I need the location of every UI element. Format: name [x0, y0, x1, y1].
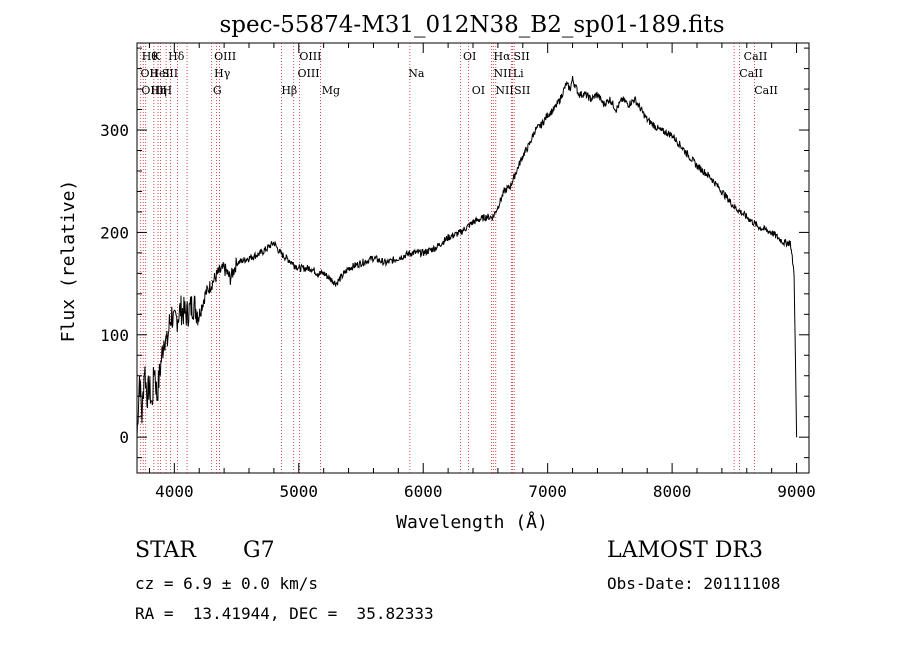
object-class: STAR — [135, 538, 196, 563]
line-label: OI — [463, 50, 476, 63]
y-tick-label: 300 — [100, 121, 129, 140]
x-tick-label: 4000 — [155, 482, 194, 501]
line-label: CaII — [754, 84, 778, 97]
line-label: Na — [408, 67, 425, 80]
y-tick-label: 100 — [100, 326, 129, 345]
line-label: NII — [495, 84, 513, 97]
line-label: Hα — [494, 50, 512, 63]
y-tick-label: 0 — [119, 428, 129, 447]
axis-ticks: 4000 5000 6000 7000 8000 9000 0 100 200 300 — [100, 43, 816, 501]
line-label: CaII — [744, 50, 768, 63]
x-tick-label: 7000 — [528, 482, 567, 501]
y-axis-label: Flux (relative) — [58, 180, 79, 343]
x-tick-label: 6000 — [404, 482, 443, 501]
coordinates: RA = 13.41944, DEC = 35.82333 — [135, 604, 434, 623]
spectrum-series — [136, 75, 798, 438]
x-axis-label: Wavelength (Å) — [396, 511, 548, 533]
redshift-cz: cz = 6.9 ± 0.0 km/s — [135, 574, 319, 593]
line-label: Hδ — [168, 50, 185, 63]
x-tick-label: 9000 — [777, 482, 816, 501]
line-label: SII — [513, 50, 529, 63]
y-tick-label: 200 — [100, 223, 129, 242]
line-label: Hη — [151, 84, 167, 97]
line-label: G — [213, 84, 222, 97]
emission-line-markers — [140, 43, 755, 473]
line-label: OIII — [299, 50, 321, 63]
line-label: Hθ — [142, 50, 159, 63]
line-label: HeI — [149, 67, 169, 80]
line-label: Li — [513, 67, 524, 80]
survey-name: LAMOST DR3 — [607, 538, 763, 563]
observation-date: Obs-Date: 20111108 — [607, 574, 781, 593]
line-label: OIII — [298, 67, 320, 80]
line-label: CaII — [739, 67, 763, 80]
line-label: OII — [140, 67, 158, 80]
line-label: SII — [514, 84, 530, 97]
x-tick-label: 8000 — [653, 482, 692, 501]
line-label: OIII — [141, 84, 163, 97]
x-tick-label: 5000 — [280, 482, 319, 501]
plot-frame — [136, 42, 810, 474]
line-label: OI — [472, 84, 485, 97]
line-label: Hγ — [214, 67, 231, 80]
line-label: H — [163, 84, 173, 97]
chart-title: spec-55874-M31_012N38_B2_sp01-189.fits — [219, 12, 724, 38]
line-label: NII — [494, 67, 512, 80]
line-label: Mg — [322, 84, 340, 97]
line-label: SII — [162, 67, 178, 80]
line-label: Hβ — [281, 84, 297, 97]
spectrum-line — [136, 75, 798, 438]
object-subclass: G7 — [243, 538, 275, 563]
line-label: K — [152, 50, 161, 63]
line-label: OIII — [214, 50, 236, 63]
